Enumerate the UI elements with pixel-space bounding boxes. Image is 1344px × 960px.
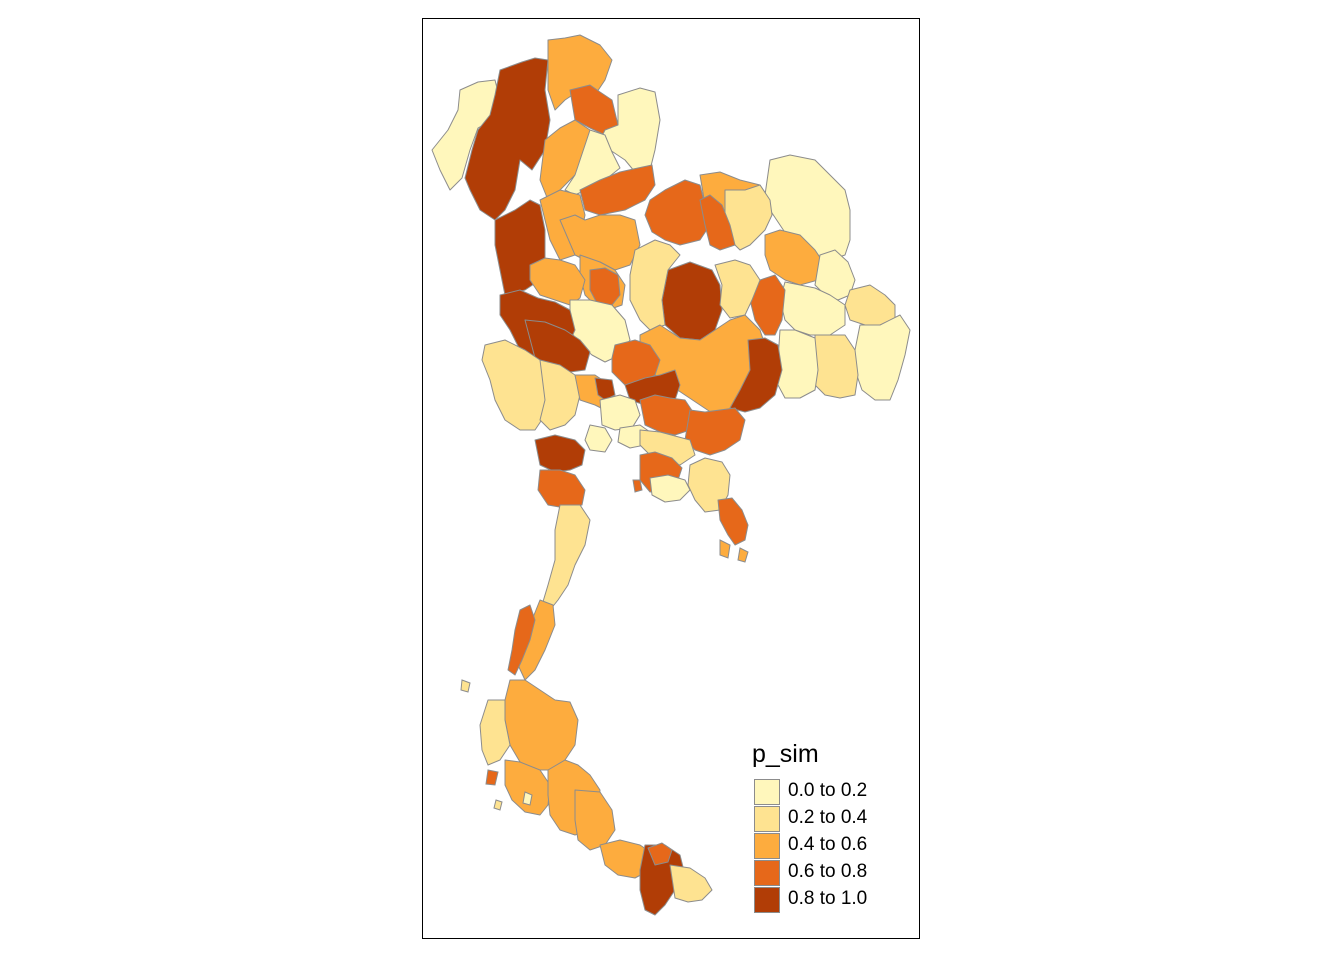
legend-swatch (754, 779, 780, 805)
province-region (479, 699, 511, 766)
legend-swatch (754, 887, 780, 913)
province-region (717, 497, 749, 546)
legend-swatch (754, 806, 780, 832)
island-region (460, 679, 471, 693)
legend-label: 0.4 to 0.6 (788, 834, 868, 855)
province-region (579, 164, 656, 216)
island-region (522, 791, 533, 806)
province-region (684, 407, 746, 456)
province-region (854, 314, 911, 401)
province-region (629, 239, 681, 331)
legend-item-4: 0.8 to 1.0 (754, 887, 904, 913)
legend-swatch (754, 860, 780, 886)
island-region (493, 799, 503, 811)
legend-item-0: 0.0 to 0.2 (754, 779, 904, 805)
province-region (639, 844, 686, 916)
province-region (431, 79, 501, 191)
province-region (649, 474, 691, 503)
province-region (777, 329, 819, 399)
province-region (699, 194, 736, 251)
province-region (729, 337, 783, 413)
island-fragments (460, 479, 749, 811)
province-region (669, 864, 713, 903)
legend-swatch (754, 833, 780, 859)
legend-label: 0.8 to 1.0 (788, 888, 868, 909)
province-region (539, 359, 581, 431)
island-region (632, 479, 643, 493)
legend-title: p_sim (752, 740, 819, 768)
province-region (644, 179, 711, 246)
legend: p_sim 0.0 to 0.2 0.2 to 0.4 0.4 to 0.6 0… (752, 740, 912, 920)
province-region (647, 842, 673, 866)
province-region (624, 369, 681, 406)
legend-item-3: 0.6 to 0.8 (754, 860, 904, 886)
province-region (481, 339, 556, 431)
province-region (537, 469, 586, 509)
legend-label: 0.6 to 0.8 (788, 861, 868, 882)
province-region (814, 334, 859, 399)
province-region (504, 759, 551, 816)
province-region (589, 267, 621, 306)
province-region (541, 504, 591, 611)
province-region (599, 394, 641, 431)
province-region (574, 789, 616, 851)
province-region (529, 257, 586, 306)
island-region (485, 769, 499, 786)
legend-item-1: 0.2 to 0.4 (754, 806, 904, 832)
province-region (504, 679, 579, 771)
island-region (719, 539, 731, 559)
island-region (737, 547, 749, 563)
province-region (534, 434, 586, 473)
legend-label: 0.0 to 0.2 (788, 780, 868, 801)
province-region (584, 424, 613, 453)
province-region (779, 281, 846, 336)
legend-item-2: 0.4 to 0.6 (754, 833, 904, 859)
legend-label: 0.2 to 0.4 (788, 807, 868, 828)
province-region (507, 604, 536, 676)
province-regions (431, 34, 911, 916)
province-region (749, 274, 786, 336)
province-region (661, 261, 723, 341)
province-region (714, 259, 761, 319)
